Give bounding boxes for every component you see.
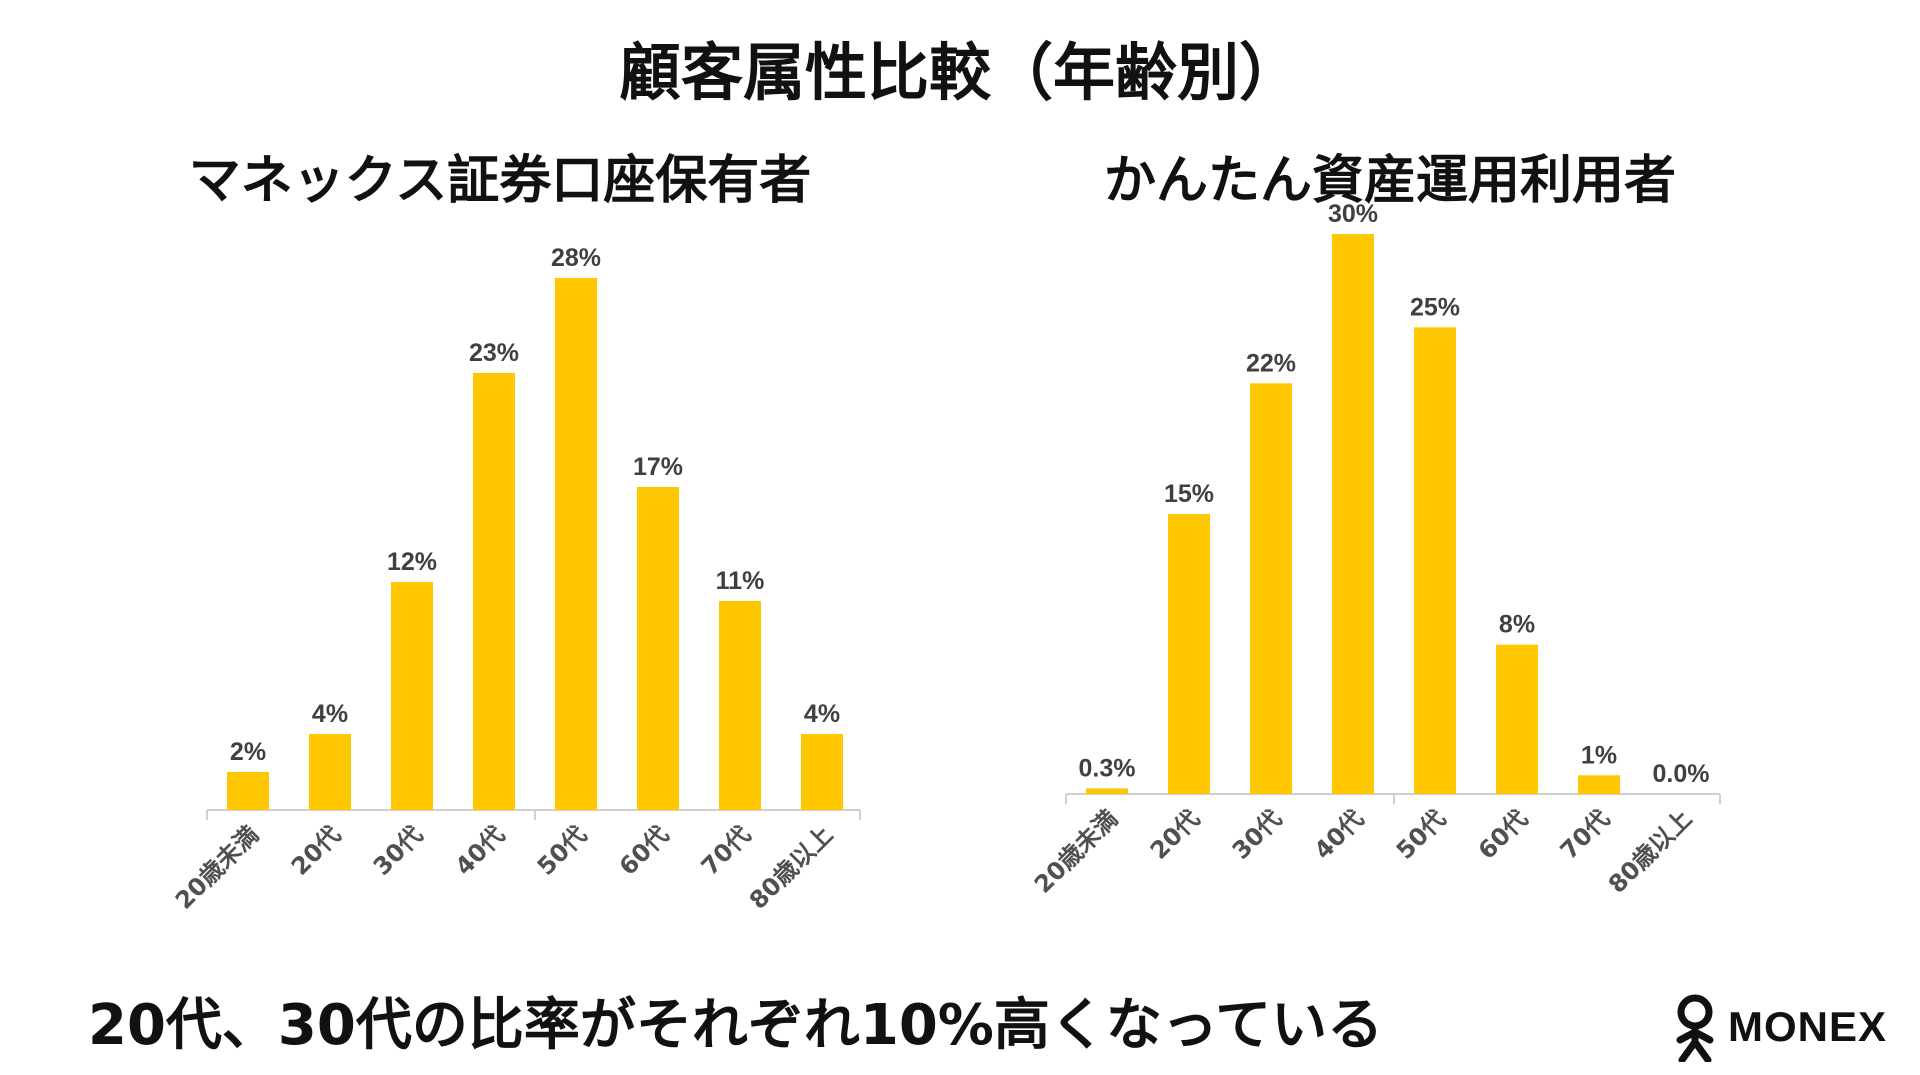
- bar-0: [227, 772, 269, 810]
- monex-logo: MONEX: [1670, 992, 1887, 1062]
- data-label-5: 17%: [633, 453, 683, 481]
- x-tick-label-7: 80歳以上: [744, 820, 838, 914]
- bar-5: [1496, 644, 1538, 794]
- data-label-4: 25%: [1410, 293, 1460, 321]
- bar-4: [555, 278, 597, 810]
- bar-2: [391, 582, 433, 810]
- bar-6: [719, 601, 761, 810]
- bar-1: [309, 734, 351, 810]
- x-tick-label-6: 70代: [696, 820, 756, 880]
- data-label-1: 4%: [312, 700, 348, 728]
- data-label-7: 4%: [804, 700, 840, 728]
- data-label-4: 28%: [551, 244, 601, 272]
- bar-1: [1168, 514, 1210, 794]
- data-label-3: 30%: [1328, 200, 1378, 228]
- data-label-0: 2%: [230, 738, 266, 766]
- x-tick-label-0: 20歳未満: [1029, 804, 1123, 898]
- data-label-1: 15%: [1164, 480, 1214, 508]
- bar-2: [1250, 383, 1292, 794]
- data-label-3: 23%: [469, 339, 519, 367]
- data-label-6: 11%: [716, 567, 765, 595]
- bar-6: [1578, 775, 1620, 794]
- x-tick-label-4: 50代: [532, 820, 592, 880]
- page-title: 顧客属性比較（年齢別）: [618, 36, 1301, 109]
- data-label-7: 0.0%: [1653, 760, 1710, 788]
- x-tick-label-7: 80歳以上: [1603, 804, 1697, 898]
- bar-3: [473, 373, 515, 810]
- x-tick-label-5: 60代: [1473, 804, 1533, 864]
- bar-7: [801, 734, 843, 810]
- data-label-0: 0.3%: [1079, 754, 1136, 782]
- left-bar-chart: 2% 20歳未満 4% 20代 12% 30代 23% 40代 28% 50代 17% 60代 11% 7…: [170, 244, 861, 915]
- x-tick-label-2: 30代: [1227, 804, 1287, 864]
- right-bar-chart: 0.3% 20歳未満 15% 20代 22% 30代 30% 40代 25% 50代 8% 60代 1%…: [1029, 200, 1721, 899]
- logo-text: MONEX: [1728, 1003, 1888, 1050]
- footer-conclusion: 20代、30代の比率がそれぞれ10%高くなっている: [88, 993, 1384, 1058]
- x-tick-label-4: 50代: [1391, 804, 1451, 864]
- bar-4: [1414, 327, 1456, 794]
- left-chart-title: マネックス証券口座保有者: [188, 151, 812, 211]
- data-label-5: 8%: [1499, 611, 1535, 639]
- bar-5: [637, 487, 679, 810]
- x-tick-label-2: 30代: [368, 820, 428, 880]
- x-tick-label-3: 40代: [1309, 804, 1369, 864]
- right-chart-title: かんたん資産運用利用者: [1103, 151, 1676, 211]
- bar-0: [1086, 788, 1128, 794]
- x-tick-label-5: 60代: [614, 820, 674, 880]
- data-label-2: 12%: [387, 548, 437, 576]
- x-tick-label-6: 70代: [1555, 804, 1615, 864]
- bar-3: [1332, 234, 1374, 794]
- x-tick-label-1: 20代: [286, 820, 346, 880]
- x-tick-label-1: 20代: [1145, 804, 1205, 864]
- x-tick-label-3: 40代: [450, 820, 510, 880]
- data-label-6: 1%: [1581, 741, 1617, 769]
- x-tick-label-0: 20歳未満: [170, 820, 264, 914]
- data-label-2: 22%: [1246, 349, 1296, 377]
- monex-figure-icon: [1676, 994, 1714, 1062]
